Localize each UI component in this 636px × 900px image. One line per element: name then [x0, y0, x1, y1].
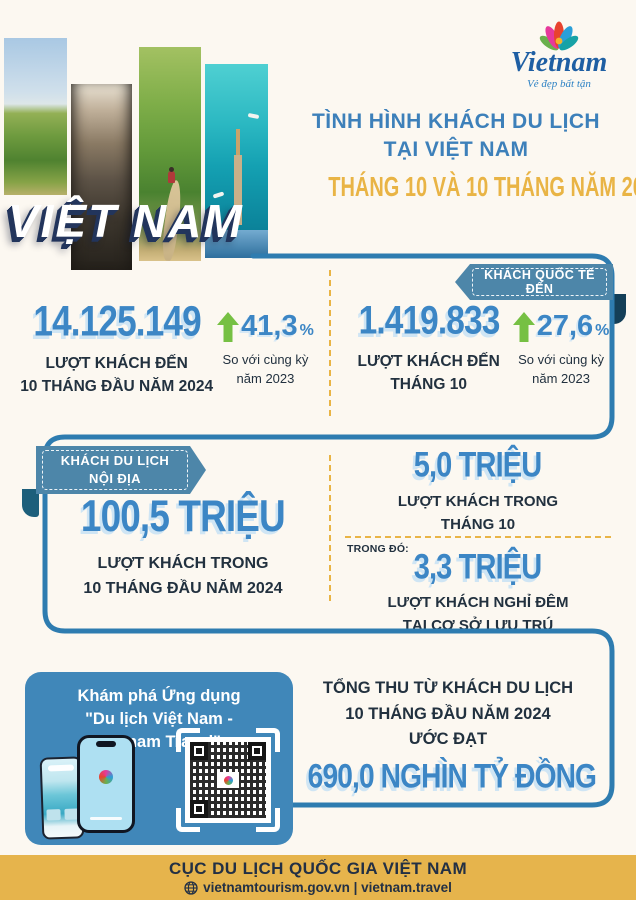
- label-line2: TẠI CƠ SỞ LƯU TRÚ: [402, 616, 554, 634]
- revenue-value: 690,0 NGHÌN TỶ ĐỒNG: [307, 756, 597, 795]
- photo-old-street: [71, 84, 132, 270]
- lotus-icon: [539, 21, 579, 51]
- hero-title: VIỆT NAM: [8, 195, 244, 247]
- stat-label-line1: LƯỢT KHÁCH ĐẾN: [357, 353, 500, 370]
- badge-label: KHÁCH QUỐC TẾ ĐẾN: [484, 268, 595, 296]
- dashed-divider-horizontal: [345, 536, 611, 538]
- title-period: THÁNG 10 VÀ 10 THÁNG NĂM 2024: [328, 170, 636, 203]
- delta-value: 27,6: [536, 310, 594, 342]
- blue-accent-block: [205, 230, 268, 258]
- app-logo-icon: [99, 769, 113, 784]
- qr-center-logo: [217, 772, 239, 788]
- globe-icon: [184, 880, 198, 895]
- badge-international-visitors: KHÁCH QUỐC TẾ ĐẾN: [455, 264, 613, 300]
- boat-graphic: [247, 112, 260, 119]
- footer-bar: CỤC DU LỊCH QUỐC GIA VIỆT NAM vietnamtou…: [0, 855, 636, 900]
- delta-unit: %: [299, 322, 314, 339]
- stat-domestic-ytd-label: LƯỢT KHÁCH TRONG 10 THÁNG ĐẦU NĂM 2024: [40, 552, 326, 602]
- delta-value: 41,3: [241, 310, 298, 342]
- qr-frame-corner: [256, 808, 280, 832]
- app-promo-line2: "Du lịch Việt Nam -: [85, 710, 233, 729]
- vietnam-tourism-logo: Vietnam Vẻ đẹp bất tận: [492, 16, 626, 90]
- stat-total-revenue: TỔNG THU TỪ KHÁCH DU LỊCH 10 THÁNG ĐẦU N…: [288, 676, 608, 795]
- badge-domestic-visitors: KHÁCH DU LỊCH NỘI ĐỊA: [36, 446, 206, 494]
- app-promo-card: Khám phá Ứng dụng "Du lịch Việt Nam - Vi…: [25, 672, 293, 845]
- qr-code: [176, 728, 280, 832]
- stat-label-line2: 10 THÁNG ĐẦU NĂM 2024: [20, 378, 214, 396]
- stat-value: 1.419.833: [358, 298, 500, 344]
- photo-rice-terraces: [4, 38, 67, 195]
- stat-value: 14.125.149: [32, 298, 201, 346]
- title-line-2: TẠI VIỆT NAM: [383, 138, 529, 162]
- logo-wordmark: Vietnam: [510, 47, 608, 78]
- app-promo-line1: Khám phá Ứng dụng: [77, 687, 241, 705]
- photo-terraced-hills: [139, 47, 201, 262]
- label-line2: THÁNG 10: [440, 515, 516, 533]
- stat-international-ytd: 14.125.149 LƯỢT KHÁCH ĐẾN 10 THÁNG ĐẦU N…: [14, 298, 320, 399]
- compare-line2: năm 2023: [532, 370, 590, 386]
- compare-line1: So với cùng kỳ: [222, 352, 309, 367]
- label-line1: LƯỢT KHÁCH NGHỈ ĐÊM: [387, 594, 569, 611]
- label-line2: 10 THÁNG ĐẦU NĂM 2024: [83, 579, 283, 597]
- footer-websites: vietnamtourism.gov.vn | vietnam.travel: [203, 880, 452, 895]
- up-arrow-icon: [512, 312, 535, 342]
- logo-tagline: Vẻ đẹp bất tận: [527, 78, 591, 90]
- qr-frame-corner: [176, 808, 200, 832]
- compare-line1: So với cùng kỳ: [518, 352, 604, 367]
- revenue-line1: TỔNG THU TỪ KHÁCH DU LỊCH: [322, 679, 574, 697]
- compare-line2: năm 2023: [236, 370, 295, 386]
- stat-domestic-month-value: 5,0 TRIỆU: [414, 444, 543, 485]
- photo-turquoise-bay: [205, 64, 268, 230]
- badge-ribbon-fold: [22, 489, 39, 517]
- pier-graphic: [233, 155, 242, 226]
- stat-domestic-month-label: LƯỢT KHÁCH TRONG THÁNG 10: [345, 491, 611, 536]
- stat-domestic-overnight-label: LƯỢT KHÁCH NGHỈ ĐÊM TẠI CƠ SỞ LƯU TRÚ: [345, 592, 611, 637]
- page-title: TÌNH HÌNH KHÁCH DU LỊCH TẠI VIỆT NAM THÁ…: [286, 108, 636, 202]
- stat-international-month: 1.419.833 LƯỢT KHÁCH ĐẾN THÁNG 10 27,6 %…: [336, 298, 622, 397]
- revenue-line3: ƯỚC ĐẠT: [408, 730, 488, 749]
- revenue-line2: 10 THÁNG ĐẦU NĂM 2024: [345, 704, 551, 723]
- title-line-1: TÌNH HÌNH KHÁCH DU LỊCH: [311, 110, 600, 133]
- badge-label-line2: NỘI ĐỊA: [89, 471, 141, 486]
- up-arrow-icon: [217, 312, 240, 342]
- delta-unit: %: [595, 322, 610, 339]
- stat-domestic-overnight-value: 3,3 TRIỆU: [414, 546, 543, 587]
- walking-person-graphic: [167, 167, 175, 184]
- stat-label-line2: THÁNG 10: [390, 376, 467, 394]
- dashed-divider-vertical: [329, 270, 331, 416]
- badge-label-line1: KHÁCH DU LỊCH: [60, 453, 170, 469]
- label-line1: LƯỢT KHÁCH TRONG: [397, 493, 559, 510]
- footer-organization: CỤC DU LỊCH QUỐC GIA VIỆT NAM: [168, 859, 468, 878]
- stat-label-line1: LƯỢT KHÁCH ĐẾN: [45, 355, 188, 372]
- stat-domestic-ytd-value: 100,5 TRIỆU: [81, 490, 286, 541]
- dashed-divider-vertical: [329, 455, 331, 601]
- label-line1: LƯỢT KHÁCH TRONG: [97, 555, 269, 572]
- phone-mockup-large: [77, 735, 135, 833]
